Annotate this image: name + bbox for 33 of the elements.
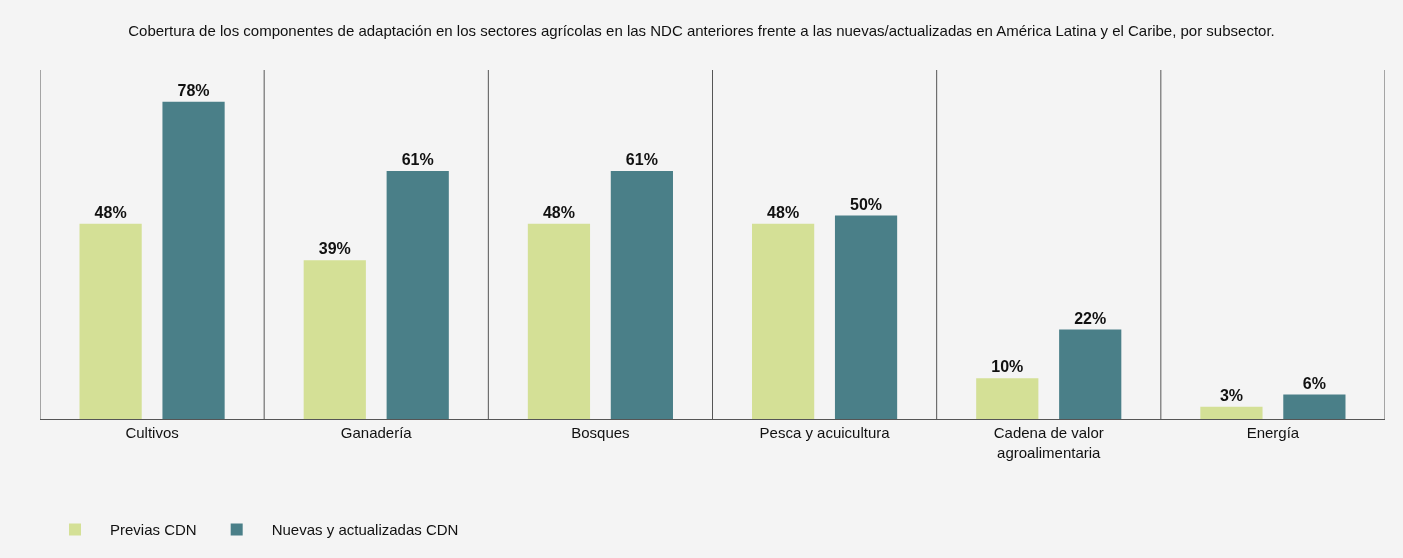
data-label: 48% [542,203,575,221]
x-tick-label: Ganadería [340,424,413,441]
bar [303,260,366,419]
data-label: 50% [850,195,883,213]
bar [1200,406,1263,419]
bar [386,170,449,419]
x-tick-label: Pesca y acuicultura [759,424,891,441]
data-label: 48% [94,203,127,221]
bar [610,170,673,419]
chart-title: Cobertura de los componentes de adaptación en los sectores agrícolas en las NDC anteriores frente a las nuevas/actualizadas en América Latina y el Caribe, por subsector. [128,21,1275,39]
bar [834,215,898,419]
bar [162,101,225,419]
x-tick-label: Bosques [571,424,630,441]
data-label: 48% [767,203,800,221]
bar [976,378,1039,419]
bar [79,223,142,419]
bar [752,223,815,419]
legend-label: Previas CDN [110,521,197,539]
x-tick-label: Energía [1246,424,1300,441]
data-label: 22% [1074,309,1107,327]
data-label: 6% [1302,374,1326,392]
x-tick-label: Cadena de valor agroalimentaria [993,424,1104,461]
data-label: 3% [1219,386,1244,404]
bar [527,223,591,419]
bar [1059,329,1122,419]
data-label: 10% [991,358,1024,376]
legend-label: Nuevas y actualizadas CDN [271,521,459,539]
data-label: 61% [625,150,658,168]
x-tick-label: Cultivos [125,424,179,441]
data-label: 39% [318,240,351,258]
data-label: 78% [177,81,210,99]
data-label: 61% [401,150,434,168]
bar [1283,394,1346,419]
